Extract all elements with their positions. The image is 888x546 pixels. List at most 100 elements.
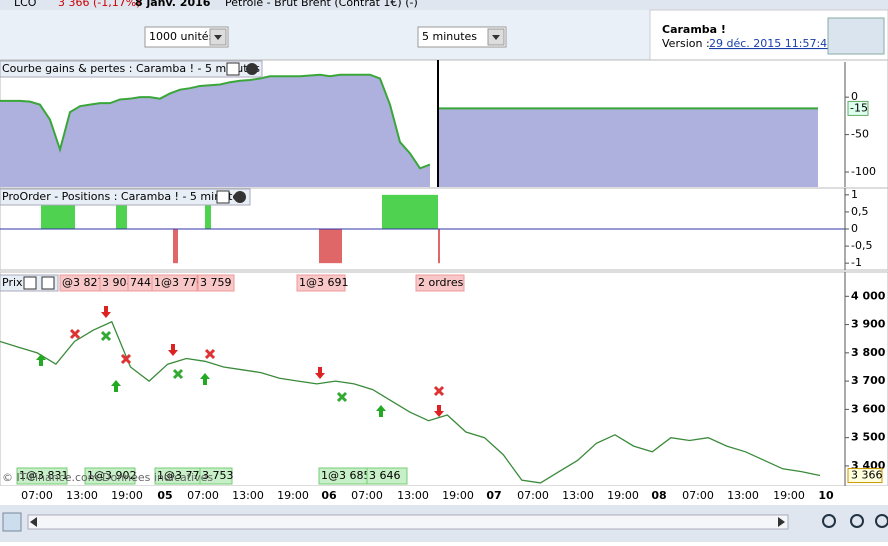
last-badge <box>847 468 883 484</box>
order-label: 3 753 <box>202 469 234 482</box>
order-label-bg <box>415 274 465 292</box>
timeframe-select[interactable] <box>417 26 507 48</box>
last-price: 3 366 <box>851 469 883 482</box>
buy-arrow <box>200 373 210 385</box>
position-bar <box>116 194 127 229</box>
y-tick-label: 3 700 <box>851 374 886 387</box>
y-tick-label: -50 <box>851 128 869 141</box>
timeframe: 5 minutes <box>422 30 477 43</box>
x-tick-label: 19:00 <box>773 489 805 502</box>
buy-arrow <box>36 354 46 366</box>
order-label-bg <box>199 467 233 485</box>
close-button <box>234 191 246 203</box>
x-tick-label: 07 <box>486 489 501 502</box>
quantity: 1000 unités <box>149 30 215 43</box>
x-tick-label: 13:00 <box>562 489 594 502</box>
price-line <box>0 320 821 484</box>
order-label: 1@3 691 <box>299 276 349 289</box>
order-label: 1@3 685 <box>321 469 371 482</box>
order-label: 1@3 770 <box>157 469 207 482</box>
x-tick-label: 07:00 <box>517 489 549 502</box>
x-tick-label: 07:00 <box>21 489 53 502</box>
panel-title: Courbe gains & pertes : Caramba ! - 5 mi… <box>2 62 260 75</box>
date: 8 janv. 2016 <box>135 0 211 9</box>
zoom-in[interactable] <box>822 514 836 528</box>
x-tick-label: 07:00 <box>682 489 714 502</box>
order-label: 3 759 <box>200 276 232 289</box>
x-tick-label: 07:00 <box>351 489 383 502</box>
sell-arrow <box>315 367 325 379</box>
close-button <box>246 63 258 75</box>
app-icon <box>827 17 885 55</box>
order-label-bg <box>296 274 346 292</box>
position-bar <box>382 194 438 229</box>
zoom[interactable] <box>875 514 888 528</box>
window-button <box>226 62 240 76</box>
order-label: 1@3 831 <box>19 469 69 482</box>
exit-cross <box>433 385 445 397</box>
order-label: 3 646 <box>369 469 401 482</box>
y-tick-label: 0,5 <box>851 205 869 218</box>
x-tick-label: 19:00 <box>607 489 639 502</box>
exit-cross <box>120 353 132 365</box>
panel-title: Prix <box>2 276 23 289</box>
order-label: 1@3 902 <box>87 469 137 482</box>
y-tick-label: 0 <box>851 222 858 235</box>
y-tick-label: 0 <box>851 90 858 103</box>
sell-arrow <box>434 405 444 417</box>
x-tick-label: 13:00 <box>66 489 98 502</box>
scroll-left[interactable] <box>30 517 37 527</box>
order-label: 2 ordres <box>418 276 464 289</box>
order-label: @3 827 <box>62 276 105 289</box>
y-tick-label: 3 600 <box>851 402 886 415</box>
x-axis-bg <box>0 486 888 505</box>
x-tick-label: 13:00 <box>232 489 264 502</box>
equity-line <box>0 73 431 170</box>
buy-arrow <box>376 405 386 417</box>
equity-current-area <box>438 108 818 187</box>
position-bar <box>205 194 211 229</box>
scrollbar[interactable] <box>27 514 789 530</box>
x-tick-label: 19:00 <box>277 489 309 502</box>
window-button <box>216 190 230 204</box>
zoom-out[interactable] <box>850 514 864 528</box>
order-label: 744 <box>130 276 151 289</box>
x-tick-label: 10 <box>818 489 834 502</box>
version-link[interactable]: 29 déc. 2015 11:57:44 <box>709 37 834 50</box>
order-label-bg <box>16 467 68 485</box>
watermark: © IT-Finance.com Données indicatives <box>2 471 213 484</box>
x-tick-label: 19:00 <box>111 489 143 502</box>
order-label-bg <box>84 467 136 485</box>
x-tick-label: 13:00 <box>397 489 429 502</box>
version-label: Version : <box>662 37 710 50</box>
y-tick-label: -0,5 <box>851 239 872 252</box>
plots: 0 -50 -100 -15 Courbe gains & pertes : Caram… <box>0 59 888 505</box>
exit-cross <box>336 391 348 403</box>
quantity-select[interactable] <box>144 26 229 48</box>
scroll-right[interactable] <box>778 517 785 527</box>
title-bar <box>0 0 888 10</box>
current-badge <box>847 100 869 116</box>
x-tick-label: 07:00 <box>187 489 219 502</box>
y-tick-label: -100 <box>851 165 876 178</box>
symbol: LCO <box>14 0 37 9</box>
y-tick-label: 3 500 <box>851 431 886 444</box>
order-label: 3 908 <box>102 276 134 289</box>
x-tick-label: 06 <box>321 489 337 502</box>
buy-arrow <box>111 380 121 392</box>
x-tick-label: 05 <box>157 489 172 502</box>
exit-cross <box>100 330 112 342</box>
position-bar <box>438 229 440 264</box>
order-label-bg <box>366 467 408 485</box>
sell-arrow <box>101 306 111 318</box>
tool-icon[interactable] <box>2 512 22 532</box>
panel-title-bg <box>0 60 263 78</box>
order-label-bg <box>197 274 235 292</box>
order-label: 1@3 776 <box>154 276 204 289</box>
window-button <box>41 276 55 290</box>
current-value: -15 <box>850 101 868 114</box>
x-tick-label: 13:00 <box>727 489 759 502</box>
